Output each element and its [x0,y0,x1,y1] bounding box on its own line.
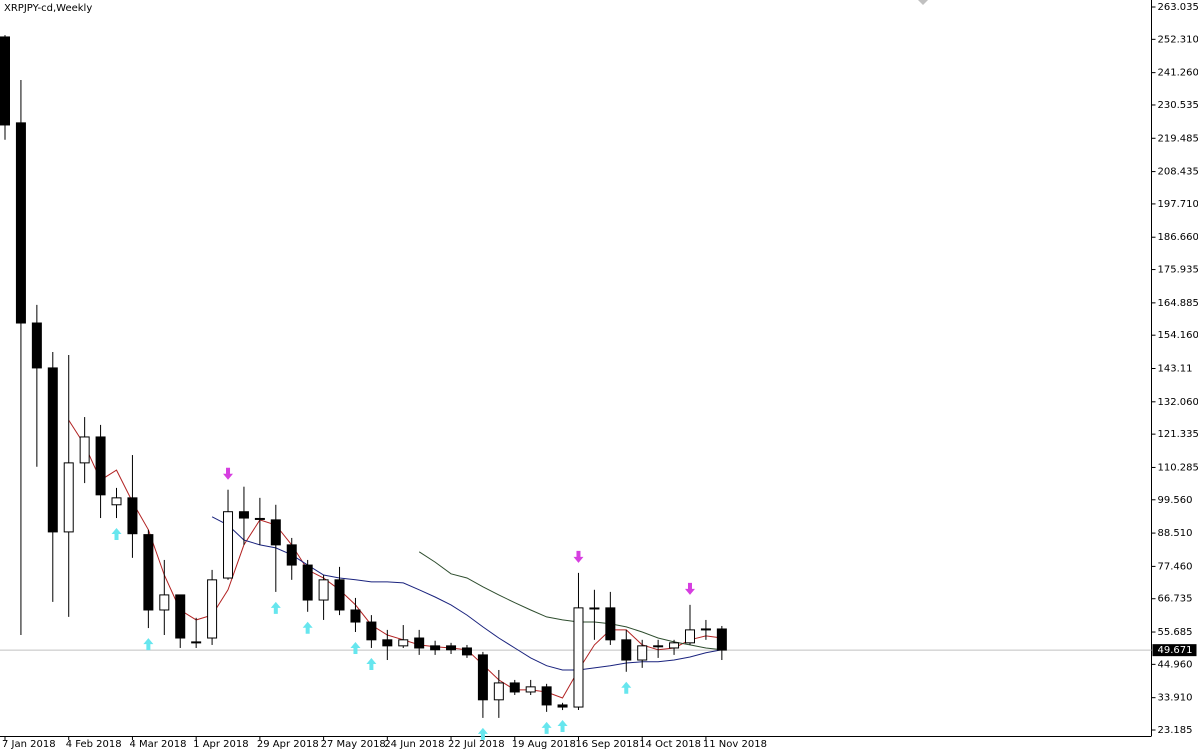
buy-arrow [557,720,568,733]
candle-body [15,122,26,324]
candle-body [63,462,74,533]
y-tick-label: 263.035 [1158,2,1198,13]
buy-arrow [270,601,281,614]
sell-arrow [684,582,695,595]
y-tick-label: 132.060 [1158,397,1198,408]
buy-arrow [302,621,313,634]
y-tick-label: 164.885 [1158,298,1198,309]
candle-body [127,497,138,535]
buy-arrow [621,681,632,694]
candle-body [430,645,441,651]
y-tick-label: 208.435 [1158,167,1198,178]
candle-body [318,579,329,601]
x-tick-label: 29 Apr 2018 [257,739,319,750]
candle-body [366,621,377,641]
buy-arrow [111,528,122,541]
y-tick-label: 110.285 [1158,462,1198,473]
candle-body [382,639,393,647]
x-tick-label: 24 Jun 2018 [384,739,444,750]
candle-body [334,579,345,611]
last-price-box [1152,644,1197,657]
buy-arrow [477,727,488,740]
candle-body [525,686,536,693]
y-tick-label: 186.660 [1158,232,1198,243]
buy-arrow [350,641,361,654]
y-tick-label: 154.160 [1158,330,1198,341]
scroll-marker [918,0,928,5]
y-tick-label: 121.335 [1158,429,1198,440]
x-tick-label: 22 Jul 2018 [448,739,505,750]
buy-arrow [143,638,154,651]
candle-body [605,607,616,641]
candle-body [350,609,361,623]
candle-body [557,704,568,708]
candle-body [716,628,727,651]
candle-body [31,322,42,369]
candle-body [302,564,313,601]
x-tick-label: 1 Apr 2018 [193,739,248,750]
candle-body [477,654,488,701]
candle-body [286,544,297,566]
moving-average [418,551,722,651]
candle-body [95,436,106,496]
y-tick-label: 77.460 [1158,561,1193,572]
candle-body [493,682,504,701]
candle-body [223,511,234,579]
y-tick-label: 55.685 [1158,627,1193,638]
candle-body [159,594,170,611]
y-tick-label: 197.710 [1158,199,1198,210]
candle-body [637,645,648,661]
y-tick-label: 99.560 [1158,495,1193,506]
candle-body [684,629,695,644]
last-price-label: 49.671 [1158,645,1193,656]
candle-body [143,534,154,611]
x-tick-label: 4 Mar 2018 [129,739,186,750]
y-tick-label: 230.535 [1158,100,1198,111]
moving-average [211,516,722,671]
candle-body [446,645,457,651]
sell-arrow [223,467,234,480]
candle-body [621,639,632,661]
candle-body [509,682,520,693]
candle-body [541,686,552,706]
y-tick-label: 241.260 [1158,68,1198,79]
x-tick-label: 11 Nov 2018 [703,739,767,750]
y-tick-label: 88.510 [1158,528,1193,539]
candle-body [238,511,249,519]
y-tick-label: 33.910 [1158,693,1193,704]
y-tick-label: 219.485 [1158,133,1198,144]
buy-arrow [541,721,552,734]
y-tick-label: 23.185 [1158,725,1193,736]
candle-body [207,579,218,639]
candle-body [461,647,472,656]
x-tick-label: 7 Jan 2018 [2,739,56,750]
x-tick-label: 16 Sep 2018 [575,739,638,750]
candle-body [175,594,186,639]
x-tick-label: 4 Feb 2018 [66,739,122,750]
candle-body [79,436,90,464]
candle-body [111,497,122,506]
x-tick-label: 19 Aug 2018 [512,739,576,750]
candle-body [669,642,680,649]
x-tick-label: 27 May 2018 [321,739,386,750]
x-tick-label: 14 Oct 2018 [639,739,701,750]
y-tick-label: 143.11 [1158,364,1193,375]
candle-body [398,639,409,647]
candle-body [573,607,584,708]
y-tick-label: 175.935 [1158,265,1198,276]
buy-arrow [366,657,377,670]
y-tick-label: 252.310 [1158,34,1198,45]
sell-arrow [573,550,584,563]
y-tick-label: 44.960 [1158,659,1193,670]
candle-body [47,367,58,533]
y-tick-label: 66.735 [1158,594,1193,605]
candle-body [414,637,425,649]
chart-title: XRPJPY-cd,Weekly [4,3,92,14]
candle-body [270,519,281,546]
candle-body [0,36,10,126]
